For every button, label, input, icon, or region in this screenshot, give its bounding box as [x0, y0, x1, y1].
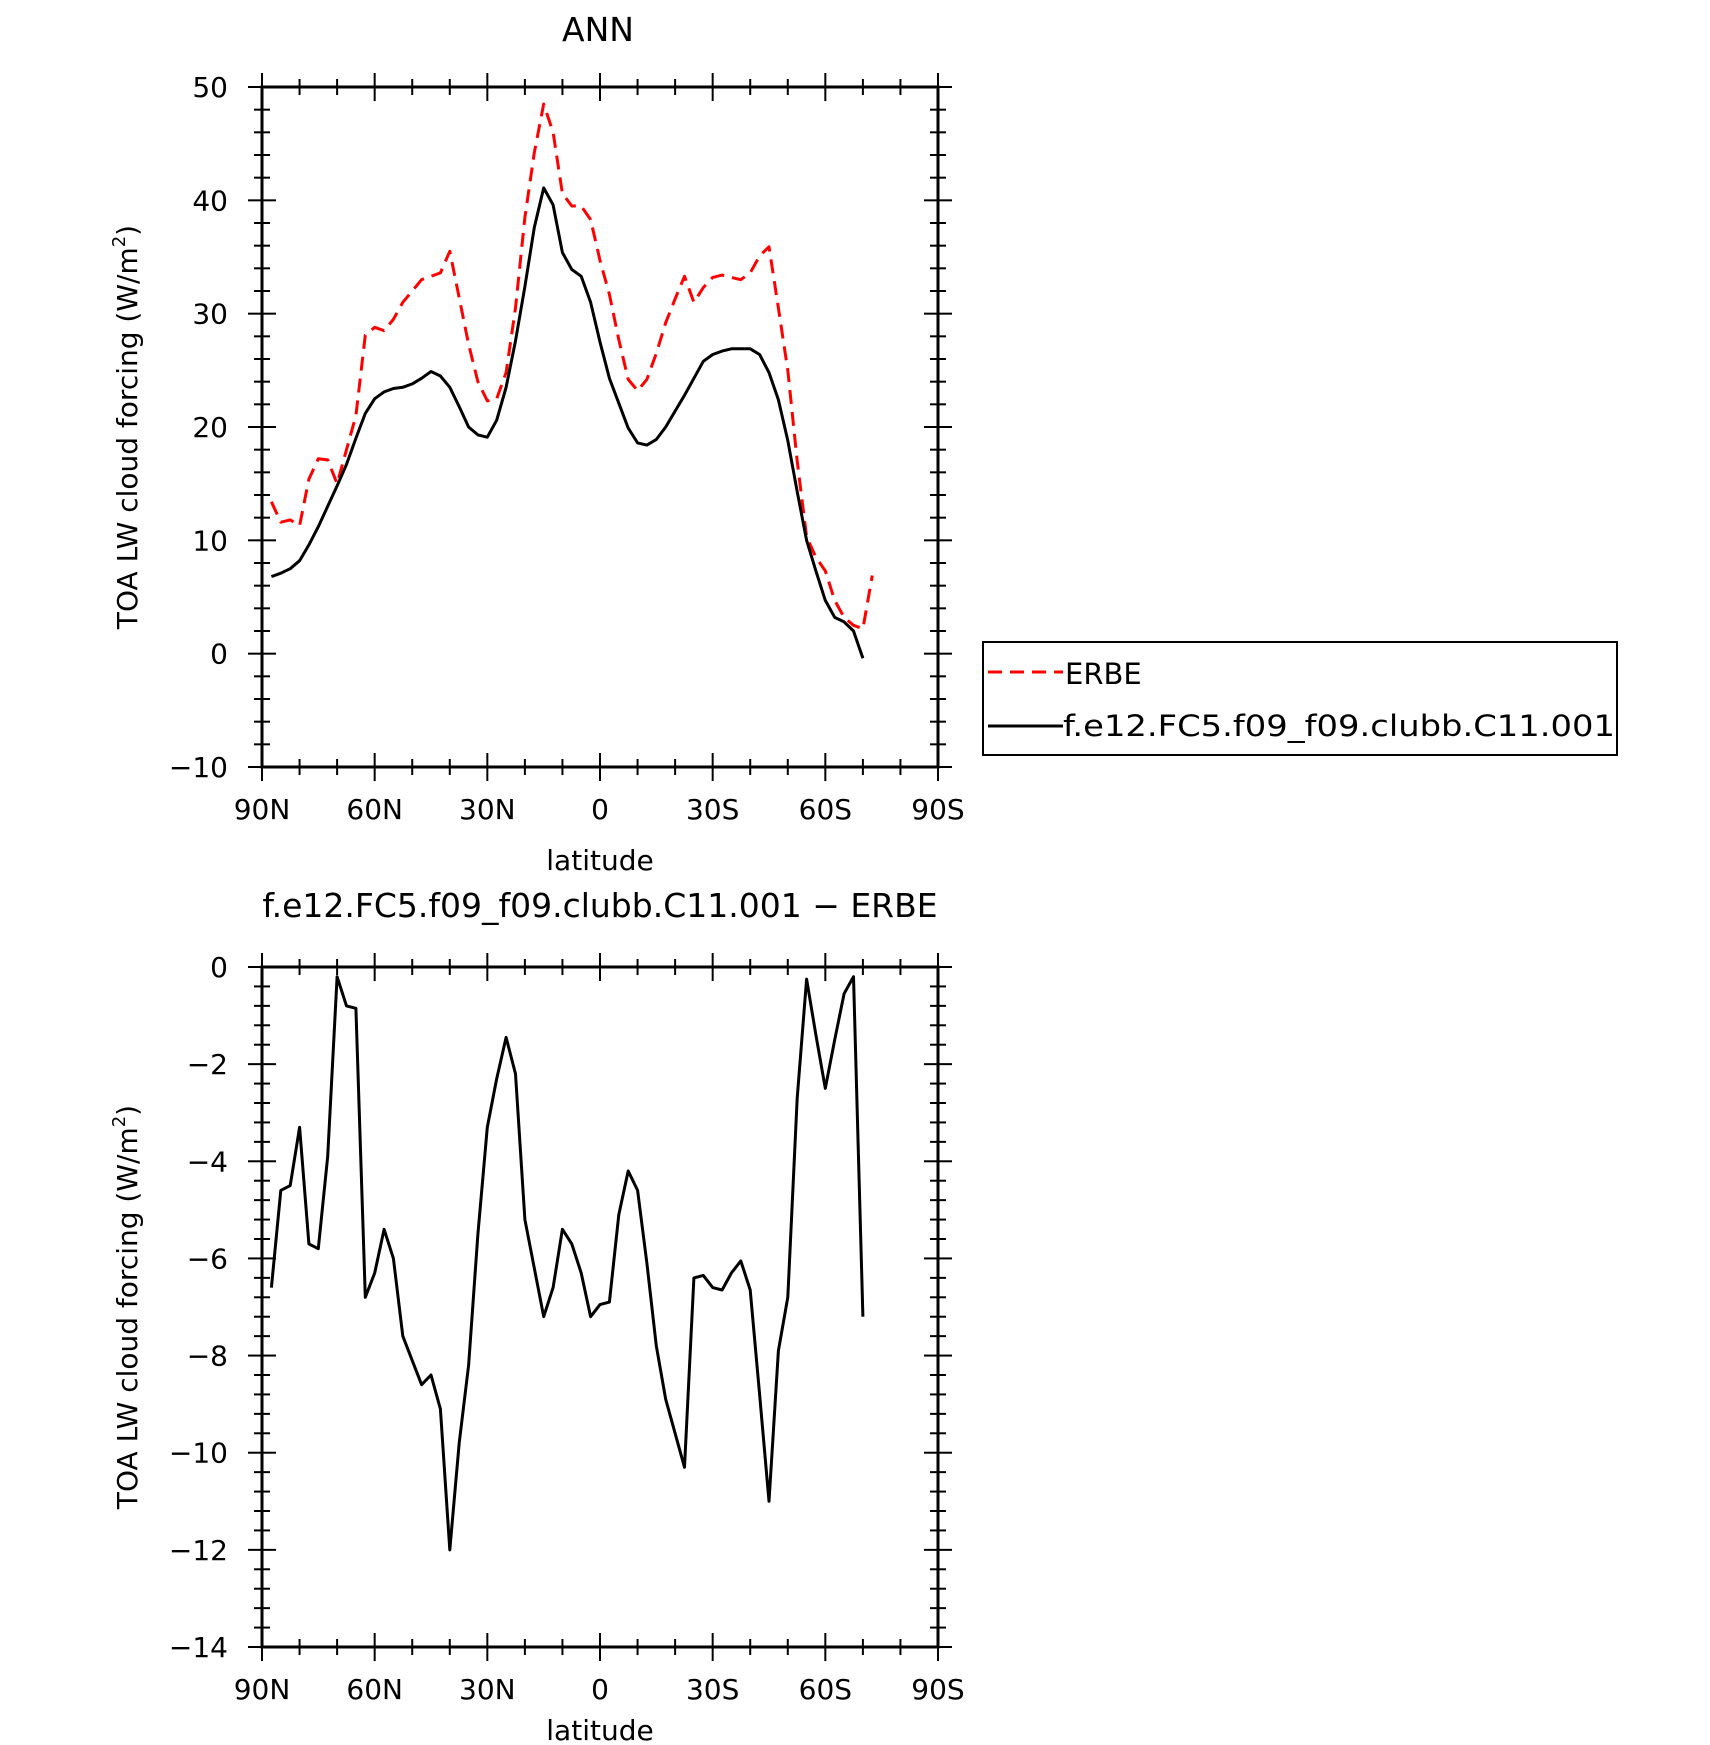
y-tick-label: −6	[187, 1242, 228, 1275]
top-y-tick-labels: −10 0 10 20 30 40 50	[169, 71, 228, 784]
bottom-y-tick-labels: −14 −12 −10 −8 −6 −4 −2 0	[169, 951, 228, 1664]
top-x-axis-label: latitude	[546, 844, 653, 877]
y-tick-label: 20	[192, 411, 228, 444]
y-tick-label: 30	[192, 298, 228, 331]
bottom-x-axis-label: latitude	[546, 1714, 653, 1745]
x-tick-label: 30N	[459, 793, 516, 826]
x-tick-label: 30S	[686, 1673, 739, 1706]
top-y-axis-label-sup: 2	[109, 236, 130, 247]
x-tick-label: 60N	[346, 793, 403, 826]
x-tick-label: 30S	[686, 793, 739, 826]
bottom-panel: f.e12.FC5.f09_f09.clubb.C11.001 − ERBE −…	[109, 886, 965, 1745]
bottom-x-tick-labels: 90N 60N 30N 0 30S 60S 90S	[234, 1673, 965, 1706]
legend-label-model: f.e12.FC5.f09_f09.clubb.C11.001	[1063, 709, 1615, 743]
x-tick-label: 30N	[459, 1673, 516, 1706]
x-tick-label: 90S	[911, 793, 964, 826]
y-tick-label: −10	[169, 1437, 228, 1470]
x-tick-label: 90N	[234, 793, 291, 826]
bottom-y-axis-label-main: TOA LW cloud forcing (W/m	[111, 1127, 144, 1510]
top-panel: ANN −10 0 10 20 30 40 50 90N 60N 30N 0 30S 60S 90S l…	[109, 10, 1618, 877]
y-tick-label: 10	[192, 524, 228, 557]
bottom-y-axis-label-close: )	[111, 1105, 144, 1116]
bottom-series-lines	[269, 975, 865, 1552]
top-plot-frame	[260, 85, 940, 769]
x-tick-label: 90N	[234, 1673, 291, 1706]
y-tick-label: 40	[192, 184, 228, 217]
x-tick-label: 0	[591, 1673, 609, 1706]
top-x-tick-labels: 90N 60N 30N 0 30S 60S 90S	[234, 793, 965, 826]
top-y-axis-label: TOA LW cloud forcing (W/m2)	[109, 225, 144, 630]
top-chart-title: ANN	[562, 10, 634, 49]
bottom-y-axis-label-sup: 2	[109, 1116, 130, 1127]
x-tick-label: 60S	[799, 793, 852, 826]
top-series-lines	[270, 102, 874, 659]
series-line-erbe	[270, 102, 874, 631]
y-tick-label: 50	[192, 71, 228, 104]
y-tick-label: −2	[187, 1048, 228, 1081]
series-line-f-e12-fc5-f09-f09-clubb-c11-001	[270, 186, 865, 659]
x-tick-label: 60S	[799, 1673, 852, 1706]
series-line-0	[269, 975, 865, 1552]
bottom-tick-marks	[248, 953, 952, 1661]
top-y-axis-label-close: )	[111, 225, 144, 236]
top-tick-marks	[248, 73, 952, 781]
x-tick-label: 0	[591, 793, 609, 826]
legend-box	[982, 641, 1618, 756]
y-tick-label: 0	[210, 638, 228, 671]
x-tick-label: 90S	[911, 1673, 964, 1706]
legend: ERBE f.e12.FC5.f09_f09.clubb.C11.001	[982, 641, 1618, 756]
x-tick-label: 60N	[346, 1673, 403, 1706]
legend-label-erbe: ERBE	[1065, 657, 1142, 691]
y-tick-label: −8	[187, 1340, 228, 1373]
y-tick-label: −10	[169, 751, 228, 784]
top-y-axis-label-main: TOA LW cloud forcing (W/m	[111, 247, 144, 630]
y-tick-label: −12	[169, 1534, 228, 1567]
y-tick-label: −14	[169, 1631, 228, 1664]
y-tick-label: 0	[210, 951, 228, 984]
bottom-y-axis-label: TOA LW cloud forcing (W/m2)	[109, 1105, 144, 1510]
bottom-chart-title: f.e12.FC5.f09_f09.clubb.C11.001 − ERBE	[262, 886, 937, 925]
y-tick-label: −4	[187, 1145, 228, 1178]
